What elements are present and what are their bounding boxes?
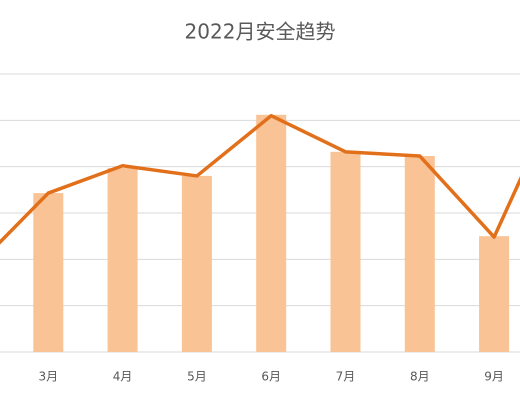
chart-title: 2022月安全趋势 [185,20,336,44]
x-tick-label: 3月 [38,370,58,384]
x-tick-label: 4月 [113,370,133,384]
x-tick-label: 8月 [410,370,430,384]
bar [107,168,138,352]
x-tick-label: 9月 [484,370,504,384]
bar [181,175,212,352]
bar [33,193,64,352]
bar [330,151,361,352]
x-tick-label: 5月 [187,370,207,384]
line [0,113,520,245]
x-tick-label: 6月 [261,370,281,384]
bar [256,114,287,352]
x-tick-label: 7月 [336,370,356,384]
bar [404,156,435,352]
bar [479,236,510,352]
